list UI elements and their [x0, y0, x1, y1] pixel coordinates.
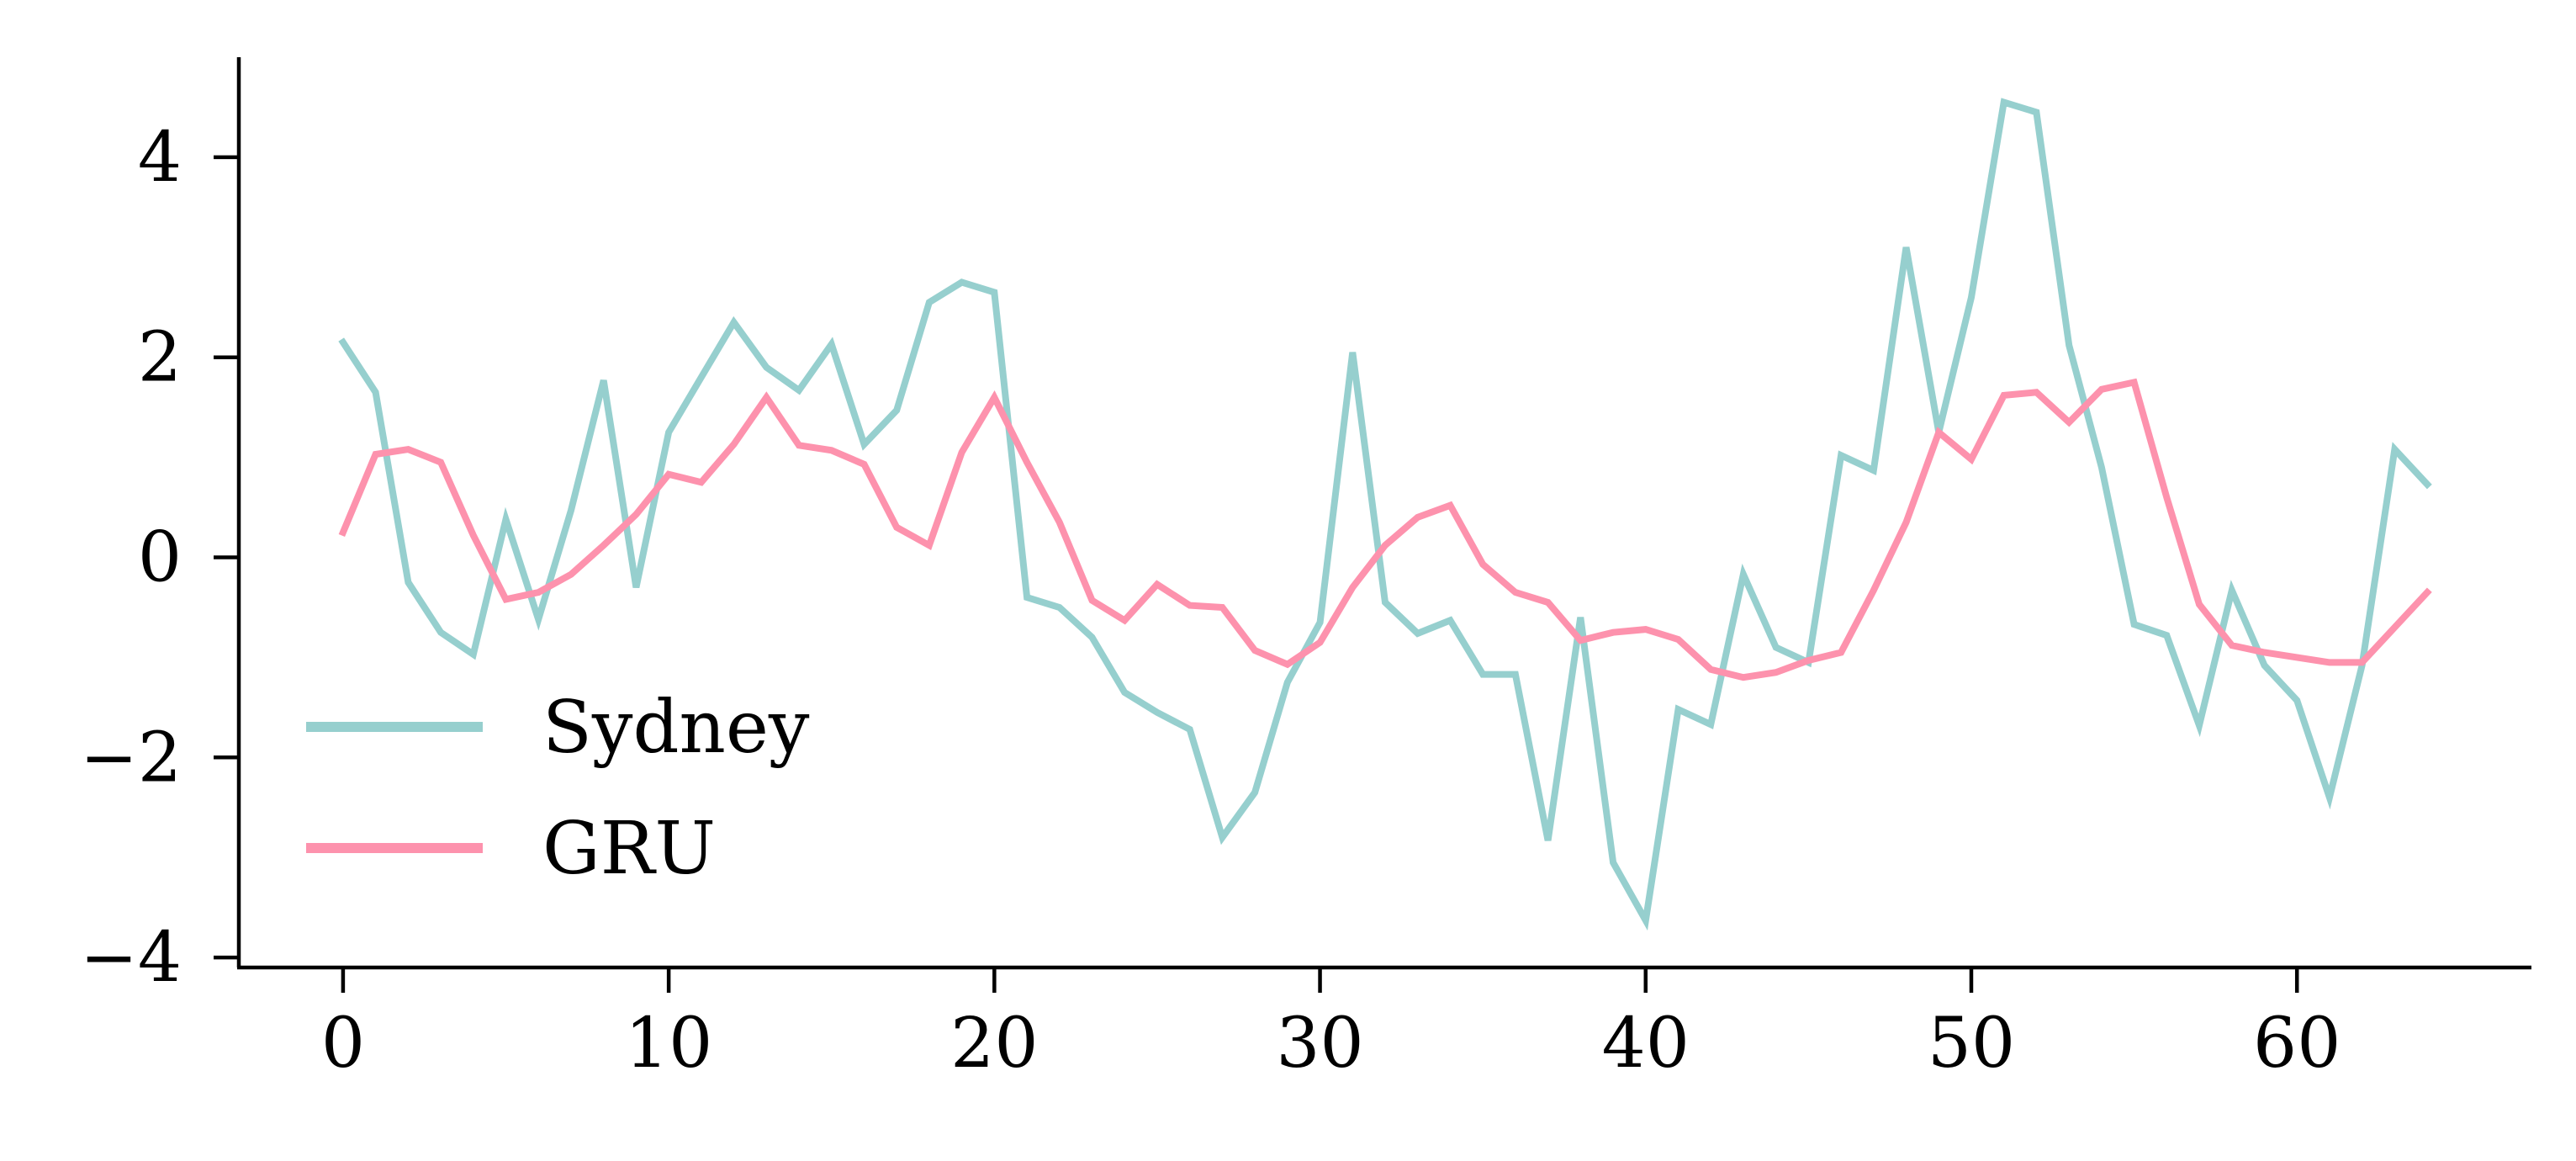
x-tick-label: 50: [1928, 1004, 2015, 1084]
legend-label-gru: GRU: [542, 807, 716, 891]
x-tick-label: 40: [1602, 1004, 1690, 1084]
series-layer: [338, 98, 2432, 931]
y-tick-label: −4: [80, 918, 182, 998]
x-tick-label: 30: [1276, 1004, 1363, 1084]
legend: Sydney GRU: [306, 686, 810, 891]
x-tick-label: 60: [2253, 1004, 2341, 1084]
x-tick-label: 0: [321, 1004, 365, 1084]
axes-layer: [236, 57, 2531, 970]
x-tick-label: 20: [950, 1004, 1038, 1084]
series-line-sydney: [338, 98, 2432, 931]
y-tick-label: −2: [80, 718, 182, 798]
y-tick-label: 4: [138, 118, 182, 198]
ticks-layer: 0 10 20 30 40 50 60 −4 −2 0 2 4: [80, 118, 2341, 1084]
legend-label-sydney: Sydney: [542, 686, 810, 770]
x-tick-label: 10: [625, 1004, 712, 1084]
y-tick-label: 0: [138, 518, 182, 598]
series-line-gru: [338, 378, 2432, 681]
y-tick-label: 2: [138, 318, 182, 398]
